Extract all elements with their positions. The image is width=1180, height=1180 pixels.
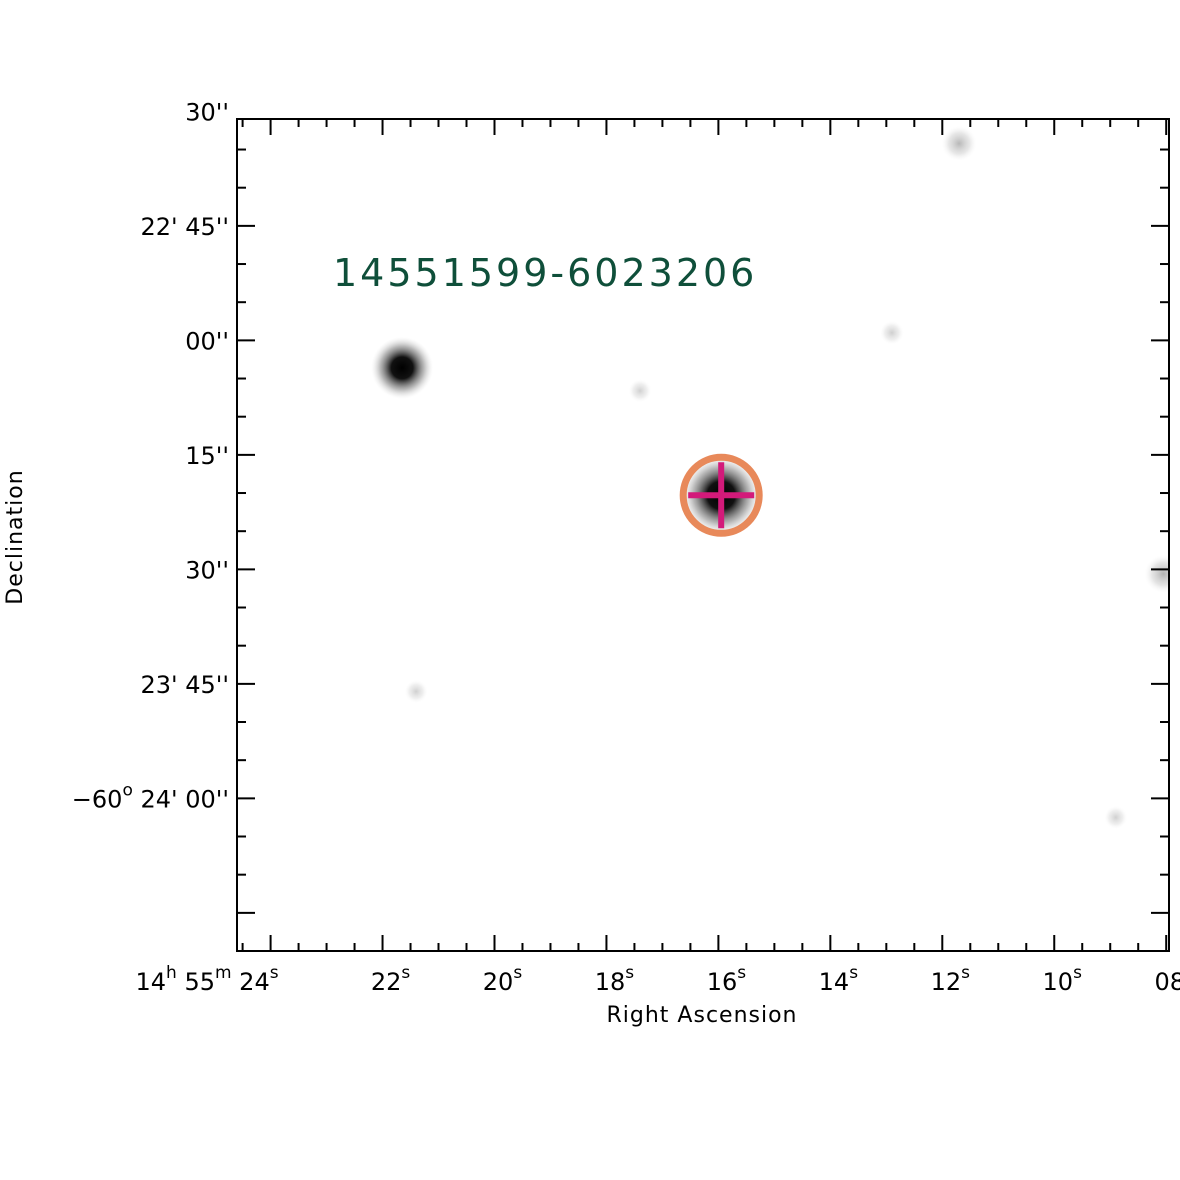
x-axis-title: Right Ascension (607, 1003, 798, 1028)
target-marker (679, 453, 763, 537)
x-tick-label-2: 20s (483, 963, 523, 996)
target-label: 14551599-6023206 (333, 251, 757, 295)
y-tick-label-5: 23' 45'' (141, 671, 230, 699)
target-circle (679, 453, 763, 537)
source-5 (628, 379, 652, 403)
source-1 (371, 336, 434, 399)
x-tick-label-0: 14h 55m 24s (135, 963, 278, 996)
x-tick-label-7: 10s (1043, 963, 1083, 996)
y-tick-label-2: 00'' (185, 327, 229, 355)
x-tick-label-3: 18s (595, 963, 635, 996)
y-tick-label-0: 30'' (185, 98, 229, 126)
y-axis-title: Declination (3, 469, 28, 604)
y-tick-label-4: 30'' (185, 556, 229, 584)
y-tick-label-1: 22' 45'' (141, 213, 230, 241)
source-7 (1104, 805, 1128, 829)
source-3 (1144, 554, 1169, 593)
y-tick-label-3: 15'' (185, 442, 229, 470)
y-axis: 30'' 22' 45'' 00'' 15'' 30'' 23' 45'' −60o 24'… (72, 98, 1169, 914)
y-tick-label-6: −60o 24' 00'' (72, 780, 229, 813)
x-tick-label-8: 08s (1154, 963, 1180, 996)
source-6 (404, 679, 428, 703)
sky-image (371, 125, 1169, 829)
x-tick-label-1: 22s (371, 963, 411, 996)
x-tick-label-6: 12s (931, 963, 971, 996)
plot-frame (236, 118, 1170, 952)
source-2 (941, 125, 977, 161)
x-tick-label-4: 16s (707, 963, 747, 996)
x-axis: 14h 55m 24s 22s 20s 18s 16s 14s 12s 10s 08s (135, 119, 1180, 996)
x-tick-label-5: 14s (819, 963, 859, 996)
source-4 (880, 320, 904, 345)
